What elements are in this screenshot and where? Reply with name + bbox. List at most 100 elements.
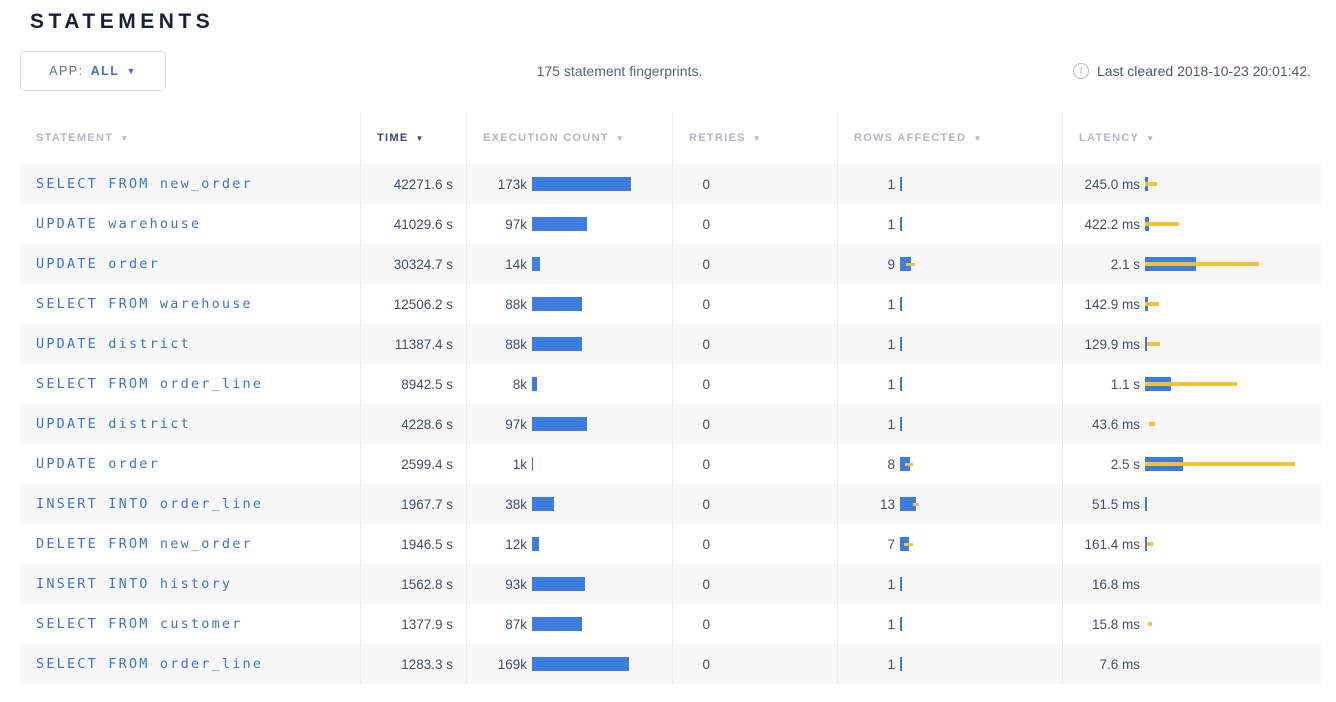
table-row: UPDATE warehouse 41029.6 s 97k 0 1 422.2 ms (20, 204, 1321, 244)
rows-affected-cell: 1 (838, 284, 1063, 324)
execution-count-cell: 169k (467, 644, 673, 684)
rows-affected-cell: 1 (838, 564, 1063, 604)
statement-cell: UPDATE order (20, 244, 361, 284)
rows-affected-cell-value: 7 (887, 536, 895, 552)
execution-count-cell: 38k (467, 484, 673, 524)
statement-link[interactable]: SELECT FROM order_line (36, 656, 264, 672)
statement-link[interactable]: UPDATE district (36, 336, 191, 352)
statement-cell: SELECT FROM new_order (20, 164, 361, 204)
mean-bar (900, 297, 902, 311)
latency-cell-value: 15.8 ms (1091, 616, 1140, 632)
rows-affected-cell-value: 8 (887, 456, 895, 472)
execution-count-cell-value: 173k (497, 176, 527, 192)
time-value: 12506.2 s (393, 296, 453, 312)
info-icon[interactable]: i (1072, 63, 1089, 79)
execution-count-cell-value: 14k (505, 256, 527, 272)
latency-cell: 15.8 ms (1063, 604, 1321, 644)
statement-cell: UPDATE district (20, 404, 361, 444)
sort-desc-icon: ▼ (615, 133, 626, 143)
mean-bar (900, 657, 902, 671)
execution-count-cell-value: 8k (512, 376, 527, 392)
statement-link[interactable]: UPDATE district (36, 416, 191, 432)
statement-link[interactable]: UPDATE order (36, 256, 160, 272)
time-cell: 1967.7 s (361, 484, 467, 524)
column-header-statement[interactable]: STATEMENT ▼ (20, 112, 361, 164)
statement-link[interactable]: SELECT FROM customer (36, 616, 243, 632)
column-header-time[interactable]: TIME ▼ (361, 112, 467, 164)
mean-bar (900, 577, 902, 591)
rows-affected-cell-value: 1 (887, 176, 895, 192)
rows-affected-cell-value: 1 (887, 376, 895, 392)
statement-cell: UPDATE warehouse (20, 204, 361, 244)
retries-cell-value: 0 (702, 256, 710, 272)
latency-cell-value: 245.0 ms (1084, 176, 1140, 192)
table-row: UPDATE district 11387.4 s 88k 0 1 129.9 ms (20, 324, 1321, 364)
statement-link[interactable]: SELECT FROM warehouse (36, 296, 253, 312)
statement-cell: UPDATE district (20, 324, 361, 364)
execution-count-cell-value: 12k (505, 536, 527, 552)
column-header-execution-count[interactable]: EXECUTION COUNT ▼ (467, 112, 673, 164)
sort-desc-icon: ▼ (120, 133, 130, 143)
statement-link[interactable]: UPDATE warehouse (36, 216, 202, 232)
rows-affected-cell-bar-chart (900, 257, 1062, 271)
execution-count-cell-bar-chart (532, 257, 672, 271)
execution-count-cell-value: 87k (505, 616, 527, 632)
statement-link[interactable]: DELETE FROM new_order (36, 536, 253, 552)
mean-bar (532, 417, 587, 431)
mean-bar (1145, 537, 1147, 551)
last-cleared-text: Last cleared 2018-10-23 20:01:42. (1096, 63, 1311, 79)
latency-cell-value: 2.5 s (1110, 456, 1140, 472)
rows-affected-cell: 1 (838, 324, 1063, 364)
mean-bar (900, 377, 902, 391)
table-row: SELECT FROM new_order 42271.6 s 173k 0 1 245.… (20, 164, 1321, 204)
time-cell: 1283.3 s (361, 644, 467, 684)
rows-affected-cell-bar-chart (900, 657, 1062, 671)
rows-affected-cell-bar-chart (900, 417, 1062, 431)
retries-cell-value: 0 (702, 336, 710, 352)
retries-cell-value: 0 (702, 656, 710, 672)
time-value: 1283.3 s (401, 656, 453, 672)
statement-cell: SELECT FROM order_line (20, 364, 361, 404)
retries-cell: 0 (673, 404, 838, 444)
statement-link[interactable]: INSERT INTO history (36, 576, 233, 592)
app-filter-dropdown[interactable]: APP: ALL ▼ (20, 51, 166, 91)
statement-link[interactable]: SELECT FROM new_order (36, 176, 253, 192)
statement-link[interactable]: UPDATE order (36, 456, 160, 472)
execution-count-cell-value: 88k (505, 336, 527, 352)
rows-affected-cell-bar-chart (900, 337, 1062, 351)
latency-cell-value: 129.9 ms (1084, 336, 1140, 352)
retries-cell: 0 (673, 644, 838, 684)
column-header-rows-affected[interactable]: ROWS AFFECTED ▼ (838, 112, 1063, 164)
execution-count-cell-bar-chart (532, 337, 672, 351)
statement-cell: SELECT FROM warehouse (20, 284, 361, 324)
time-value: 2599.4 s (401, 456, 453, 472)
mean-bar (532, 217, 587, 231)
time-value: 30324.7 s (393, 256, 453, 272)
rows-affected-cell-value: 1 (887, 216, 895, 232)
retries-cell: 0 (673, 484, 838, 524)
chevron-down-icon: ▼ (126, 65, 137, 76)
app-filter-prefix: APP: (49, 64, 84, 78)
retries-cell: 0 (673, 364, 838, 404)
execution-count-cell: 97k (467, 404, 673, 444)
execution-count-cell-bar-chart (532, 617, 672, 631)
statement-link[interactable]: SELECT FROM order_line (36, 376, 264, 392)
rows-affected-cell-value: 13 (879, 496, 895, 512)
stddev-bar (1145, 222, 1179, 226)
mean-bar (532, 537, 539, 551)
latency-cell-value: 7.6 ms (1099, 656, 1140, 672)
execution-count-cell-value: 93k (505, 576, 527, 592)
execution-count-cell-bar-chart (532, 497, 672, 511)
latency-cell-value: 43.6 ms (1091, 416, 1140, 432)
statement-link[interactable]: INSERT INTO order_line (36, 496, 264, 512)
execution-count-cell: 88k (467, 284, 673, 324)
column-header-latency[interactable]: LATENCY ▼ (1063, 112, 1321, 164)
latency-cell-value: 142.9 ms (1084, 296, 1140, 312)
latency-cell: 161.4 ms (1063, 524, 1321, 564)
mean-bar (532, 657, 629, 671)
time-value: 8942.5 s (401, 376, 453, 392)
column-header-retries[interactable]: RETRIES ▼ (673, 112, 838, 164)
time-cell: 12506.2 s (361, 284, 467, 324)
execution-count-cell-bar-chart (532, 217, 672, 231)
latency-cell: 245.0 ms (1063, 164, 1321, 204)
